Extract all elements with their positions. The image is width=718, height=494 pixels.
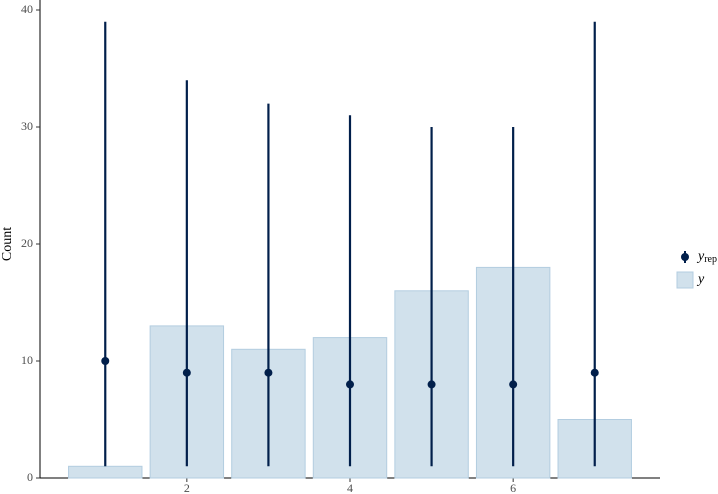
median-point: [427, 380, 436, 389]
legend-label: yrep: [696, 249, 717, 265]
x-tick-label: 6: [510, 481, 516, 494]
legend-label: y: [696, 272, 705, 287]
legend-name: y: [696, 249, 705, 264]
bar: [68, 465, 143, 479]
median-point: [590, 368, 599, 377]
x-tick-label: 2: [184, 481, 190, 494]
y-axis-label: Count: [0, 227, 15, 261]
y-tick-label: 10: [21, 353, 33, 367]
median-point: [509, 380, 518, 389]
median-point: [182, 368, 191, 377]
y-tick-label: 0: [27, 470, 33, 484]
y-tick-label: 20: [21, 236, 33, 250]
median-point: [264, 368, 273, 377]
legend-point: [681, 253, 689, 261]
y-tick-label: 40: [21, 2, 33, 16]
x-tick-label: 4: [347, 481, 353, 494]
y-tick-label: 30: [21, 119, 33, 133]
median-point: [346, 380, 354, 389]
legend-subscript: rep: [704, 254, 717, 265]
legend-swatch: [676, 271, 694, 289]
median-point: [101, 357, 110, 365]
